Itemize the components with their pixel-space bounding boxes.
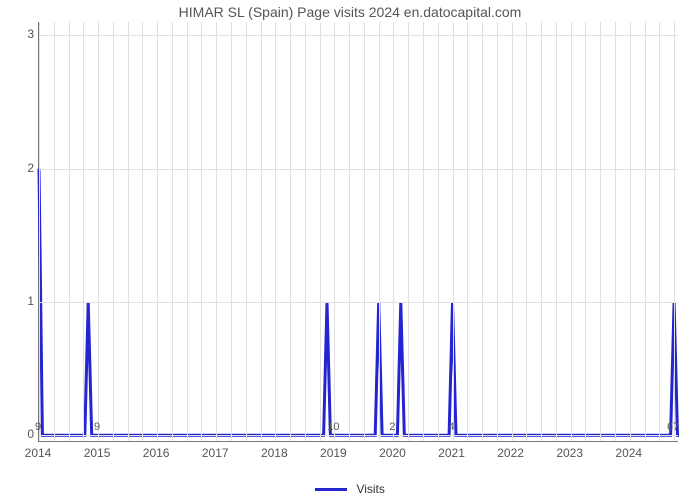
gridline-vertical <box>467 22 468 441</box>
gridline-vertical <box>172 22 173 441</box>
gridline-vertical <box>497 22 498 441</box>
gridline-vertical <box>512 22 513 441</box>
y-tick-label: 3 <box>4 27 34 41</box>
gridline-vertical <box>113 22 114 441</box>
gridline-vertical <box>275 22 276 441</box>
gridline-vertical <box>320 22 321 441</box>
gridline-vertical <box>128 22 129 441</box>
value-label: 2 <box>389 421 395 433</box>
x-tick-label: 2023 <box>556 446 583 460</box>
gridline-vertical <box>364 22 365 441</box>
value-label: 67 <box>667 421 679 433</box>
legend-swatch <box>315 488 347 491</box>
plot-area <box>38 22 678 442</box>
gridline-vertical <box>39 22 40 441</box>
x-tick-label: 2017 <box>202 446 229 460</box>
gridline-vertical <box>659 22 660 441</box>
y-tick-label: 2 <box>4 161 34 175</box>
value-label: 9 <box>94 421 100 433</box>
gridline-vertical <box>216 22 217 441</box>
gridline-horizontal <box>39 35 678 36</box>
x-tick-label: 2024 <box>615 446 642 460</box>
gridline-vertical <box>674 22 675 441</box>
x-tick-label: 2015 <box>84 446 111 460</box>
x-tick-label: 2019 <box>320 446 347 460</box>
gridline-vertical <box>453 22 454 441</box>
legend: Visits <box>0 482 700 496</box>
gridline-vertical <box>187 22 188 441</box>
gridline-vertical <box>556 22 557 441</box>
gridline-vertical <box>69 22 70 441</box>
gridline-vertical <box>571 22 572 441</box>
gridline-vertical <box>231 22 232 441</box>
gridline-vertical <box>379 22 380 441</box>
gridline-vertical <box>600 22 601 441</box>
value-label: 9 <box>35 421 41 433</box>
legend-label: Visits <box>356 482 384 496</box>
gridline-vertical <box>290 22 291 441</box>
value-label: 10 <box>327 421 339 433</box>
gridline-vertical <box>408 22 409 441</box>
gridline-vertical <box>201 22 202 441</box>
x-tick-label: 2020 <box>379 446 406 460</box>
gridline-vertical <box>526 22 527 441</box>
gridline-vertical <box>246 22 247 441</box>
line-series <box>39 22 679 442</box>
gridline-vertical <box>645 22 646 441</box>
gridline-vertical <box>349 22 350 441</box>
gridline-vertical <box>630 22 631 441</box>
gridline-vertical <box>157 22 158 441</box>
x-tick-label: 2018 <box>261 446 288 460</box>
gridline-vertical <box>615 22 616 441</box>
x-tick-label: 2016 <box>143 446 170 460</box>
gridline-horizontal <box>39 435 678 436</box>
x-tick-label: 2021 <box>438 446 465 460</box>
y-tick-label: 0 <box>4 427 34 441</box>
x-tick-label: 2022 <box>497 446 524 460</box>
gridline-vertical <box>423 22 424 441</box>
chart-title: HIMAR SL (Spain) Page visits 2024 en.dat… <box>0 4 700 20</box>
gridline-vertical <box>54 22 55 441</box>
gridline-vertical <box>438 22 439 441</box>
gridline-vertical <box>541 22 542 441</box>
gridline-vertical <box>393 22 394 441</box>
x-tick-label: 2014 <box>25 446 52 460</box>
gridline-horizontal <box>39 302 678 303</box>
gridline-vertical <box>261 22 262 441</box>
gridline-vertical <box>98 22 99 441</box>
gridline-vertical <box>83 22 84 441</box>
gridline-vertical <box>305 22 306 441</box>
gridline-vertical <box>585 22 586 441</box>
gridline-vertical <box>482 22 483 441</box>
chart-container: HIMAR SL (Spain) Page visits 2024 en.dat… <box>0 0 700 500</box>
gridline-vertical <box>142 22 143 441</box>
gridline-horizontal <box>39 169 678 170</box>
y-tick-label: 1 <box>4 294 34 308</box>
value-label: 4 <box>448 421 454 433</box>
gridline-vertical <box>334 22 335 441</box>
